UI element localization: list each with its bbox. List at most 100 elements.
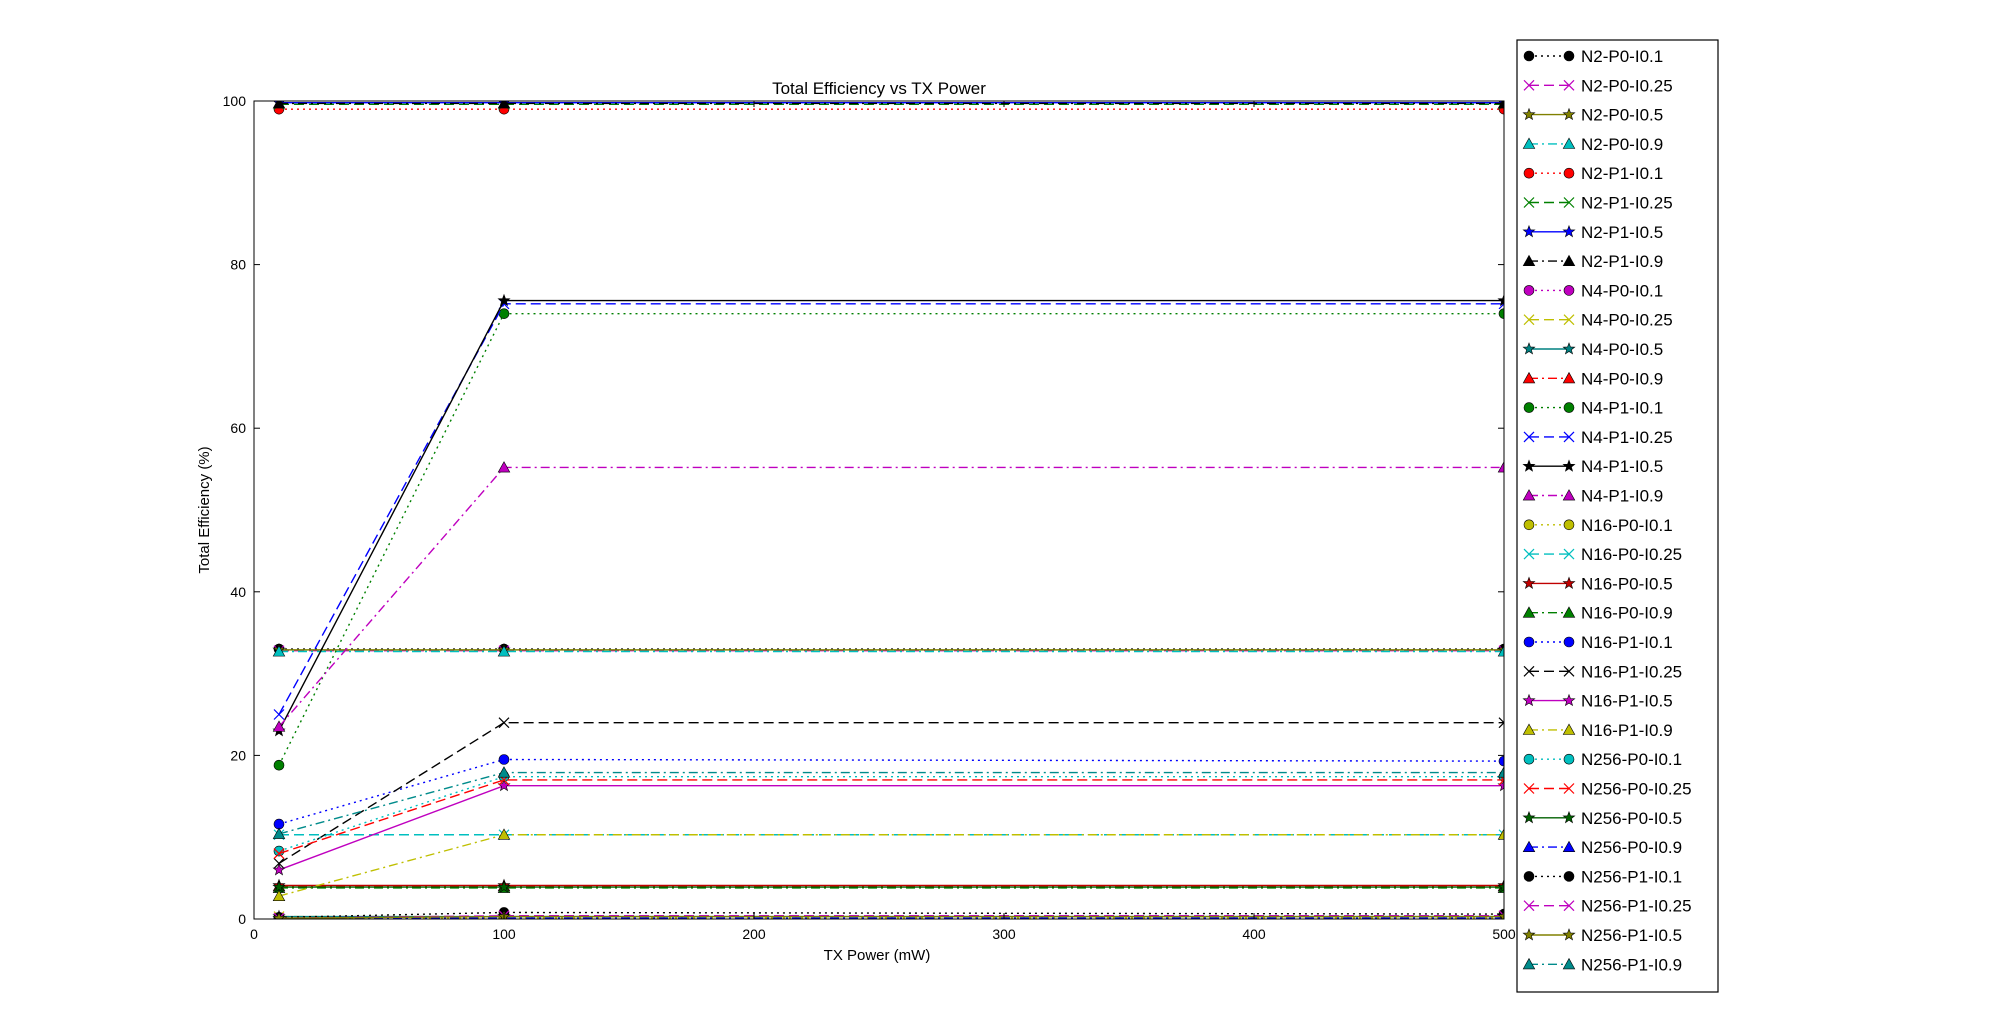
legend-marker-end-13 [1563, 431, 1575, 443]
data-point-12-0 [273, 759, 285, 771]
series-line-21 [278, 721, 1504, 864]
legend-entry-14: N4-P1-I0.5 [1522, 457, 1663, 476]
data-point-3-1 [497, 645, 511, 657]
legend-entry-15: N4-P1-I0.9 [1522, 487, 1663, 506]
series-N2-P0-I0.25 [273, 645, 1504, 657]
legend-label-27: N256-P0-I0.9 [1581, 838, 1682, 857]
legend-label-17: N16-P0-I0.25 [1581, 545, 1682, 564]
plot-lines [272, 101, 1504, 919]
legend-marker-start-31 [1522, 957, 1536, 970]
legend-label-28: N256-P1-I0.1 [1581, 867, 1682, 886]
legend-label-0: N2-P0-I0.1 [1581, 47, 1663, 66]
x-tick-label-4: 400 [1242, 926, 1266, 942]
legend-entry-21: N16-P1-I0.25 [1523, 662, 1682, 681]
legend-marker-end-1 [1563, 79, 1575, 91]
legend-marker-start-25 [1523, 783, 1535, 794]
legend-marker-end-2 [1562, 107, 1576, 121]
legend-label-23: N16-P1-I0.9 [1581, 721, 1673, 740]
data-point-24-0 [273, 845, 285, 857]
y-tick-label-3: 60 [230, 420, 246, 436]
legend-marker-start-13 [1523, 431, 1535, 443]
data-point-31-2 [1497, 766, 1504, 778]
legend-entry-31: N256-P1-I0.9 [1522, 955, 1682, 974]
legend-box [1516, 39, 1719, 993]
data-point-20-1 [498, 754, 510, 765]
series-N256-P0-I0.1 [273, 771, 1504, 857]
legend-entry-20: N16-P1-I0.1 [1523, 633, 1673, 652]
series-N16-P1-I0.1 [273, 754, 1504, 830]
legend-marker-end-10 [1562, 342, 1576, 355]
data-point-29-2 [1498, 910, 1504, 919]
series-line-15 [278, 466, 1504, 728]
legend-entry-19: N16-P0-I0.9 [1522, 604, 1673, 623]
legend-marker-end-20 [1563, 636, 1575, 648]
legend-marker-start-12 [1523, 402, 1535, 413]
legend-marker-start-21 [1523, 665, 1535, 677]
legend-entry-11: N4-P0-I0.9 [1522, 369, 1663, 388]
legend-marker-end-3 [1562, 137, 1576, 149]
series-N4-P1-I0.25 [273, 298, 1504, 720]
data-point-25-0 [273, 848, 285, 859]
x-tick-label-1: 100 [492, 926, 516, 942]
legend-label-8: N4-P0-I0.1 [1581, 281, 1663, 300]
series-line-13 [278, 303, 1504, 715]
legend-marker-end-11 [1562, 371, 1576, 384]
legend-marker-start-6 [1522, 224, 1536, 238]
series-N2-P0-I0.5 [272, 643, 1504, 656]
data-point-7-2 [1497, 101, 1504, 109]
legend-label-11: N4-P0-I0.9 [1581, 369, 1663, 388]
series-line-31 [278, 771, 1504, 835]
legend-marker-start-11 [1522, 371, 1536, 384]
legend-label-18: N16-P0-I0.5 [1581, 574, 1673, 593]
legend-marker-start-5 [1523, 197, 1535, 208]
series-line-22 [278, 784, 1504, 871]
data-point-26-1 [497, 880, 511, 893]
x-tick-label-0: 0 [250, 926, 258, 942]
legend-marker-end-19 [1562, 606, 1576, 618]
legend-label-15: N4-P1-I0.9 [1581, 487, 1663, 506]
legend-entry-25: N256-P0-I0.25 [1523, 780, 1692, 799]
y-tick-label-0: 0 [238, 911, 246, 927]
series-line-20 [278, 758, 1504, 825]
legend-label-5: N2-P1-I0.25 [1581, 194, 1673, 213]
legend-entry-0: N2-P0-I0.1 [1523, 47, 1663, 66]
series-N256-P0-I0.25 [273, 774, 1504, 859]
series-line-25 [278, 779, 1504, 855]
legend-marker-end-17 [1563, 548, 1575, 560]
legend-marker-start-2 [1522, 107, 1536, 121]
series-N16-P0-I0.5 [272, 878, 1504, 892]
legend-marker-start-30 [1522, 928, 1536, 941]
data-point-3-2 [1497, 645, 1504, 657]
y-axis-label: Total Efficiency (%) [196, 446, 213, 573]
legend-marker-start-8 [1523, 285, 1535, 296]
series-line-24 [278, 775, 1504, 852]
legend-entry-17: N16-P0-I0.25 [1523, 545, 1682, 564]
data-point-15-0 [272, 720, 286, 732]
data-point-13-0 [273, 709, 285, 720]
series-N16-P1-I0.9 [272, 828, 1504, 901]
legend-label-25: N256-P0-I0.25 [1581, 780, 1692, 799]
legend-marker-start-7 [1522, 254, 1536, 267]
legend-label-19: N16-P0-I0.9 [1581, 604, 1673, 623]
x-tick-label-5: 500 [1492, 926, 1516, 942]
legend-entry-22: N16-P1-I0.5 [1522, 692, 1673, 711]
legend-entry-6: N2-P1-I0.5 [1522, 223, 1663, 242]
legend-marker-end-18 [1562, 576, 1576, 589]
series-N2-P1-I0.1 [273, 103, 1504, 115]
data-point-14-1 [497, 293, 511, 307]
data-point-23-2 [1497, 828, 1504, 840]
y-tick-label-5: 100 [223, 93, 247, 109]
legend-marker-end-6 [1562, 224, 1576, 238]
plot-area-border [253, 100, 1505, 920]
chart-title: Total Efficiency vs TX Power [772, 79, 986, 98]
data-point-21-2 [1498, 717, 1504, 729]
series-N256-P1-I0.9 [272, 766, 1504, 839]
legend-entry-12: N4-P1-I0.1 [1523, 399, 1663, 418]
legend-label-7: N2-P1-I0.9 [1581, 252, 1663, 271]
legend-marker-end-21 [1563, 665, 1575, 677]
data-point-12-2 [1498, 308, 1504, 319]
legend-entry-10: N4-P0-I0.5 [1522, 340, 1663, 359]
legend-marker-start-1 [1523, 79, 1535, 91]
data-point-26-2 [1497, 880, 1504, 893]
